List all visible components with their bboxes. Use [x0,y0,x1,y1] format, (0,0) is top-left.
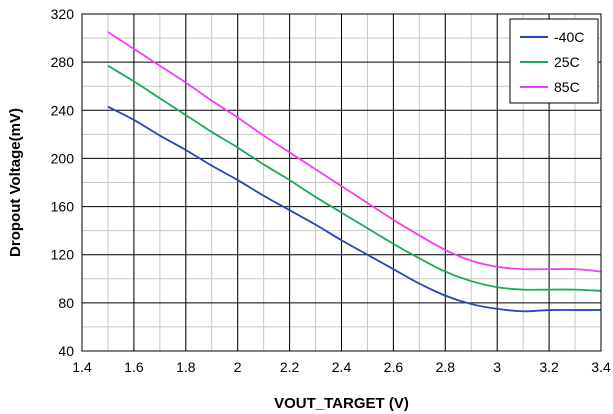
x-tick-label: 1.8 [176,359,196,375]
plot-frame [81,13,602,352]
y-tick-label: 80 [58,295,74,311]
y-tick-labels: 40 80 120 160 200 240 280 320 [51,6,75,359]
y-tick-label: 320 [51,6,75,22]
x-tick-label: 1.4 [72,359,92,375]
x-axis-title: VOUT_TARGET (V) [274,395,409,412]
legend-label: -40C [554,29,584,45]
x-tick-label: 2 [234,359,242,375]
x-tick-label: 2.4 [332,359,352,375]
x-tick-label: 3 [493,359,501,375]
y-tick-label: 280 [51,54,75,70]
series-line-2 [107,31,602,273]
y-tick-label: 40 [58,343,74,359]
x-tick-label: 3.2 [539,359,559,375]
legend-label: 25C [554,54,580,70]
legend: -40C 25C 85C [509,18,599,104]
y-axis-title: Dropout Voltage(mV) [7,108,24,257]
legend-label: 85C [554,79,580,95]
series-line-1 [107,64,602,292]
x-tick-label: 2.2 [280,359,300,375]
y-tick-label: 120 [51,247,75,263]
y-tick-label: 200 [51,150,75,166]
y-tick-label: 160 [51,199,75,215]
x-tick-labels: 1.4 1.6 1.8 2 2.2 2.4 2.6 2.8 3 3.2 3.4 [72,359,611,375]
legend-items: -40C 25C 85C [520,29,584,95]
series-layer [107,31,602,313]
y-tick-label: 240 [51,102,75,118]
series-line-0 [107,105,601,313]
x-tick-label: 2.8 [436,359,456,375]
x-tick-label: 2.6 [384,359,404,375]
x-tick-label: 1.6 [124,359,144,375]
x-tick-label: 3.4 [591,359,611,375]
